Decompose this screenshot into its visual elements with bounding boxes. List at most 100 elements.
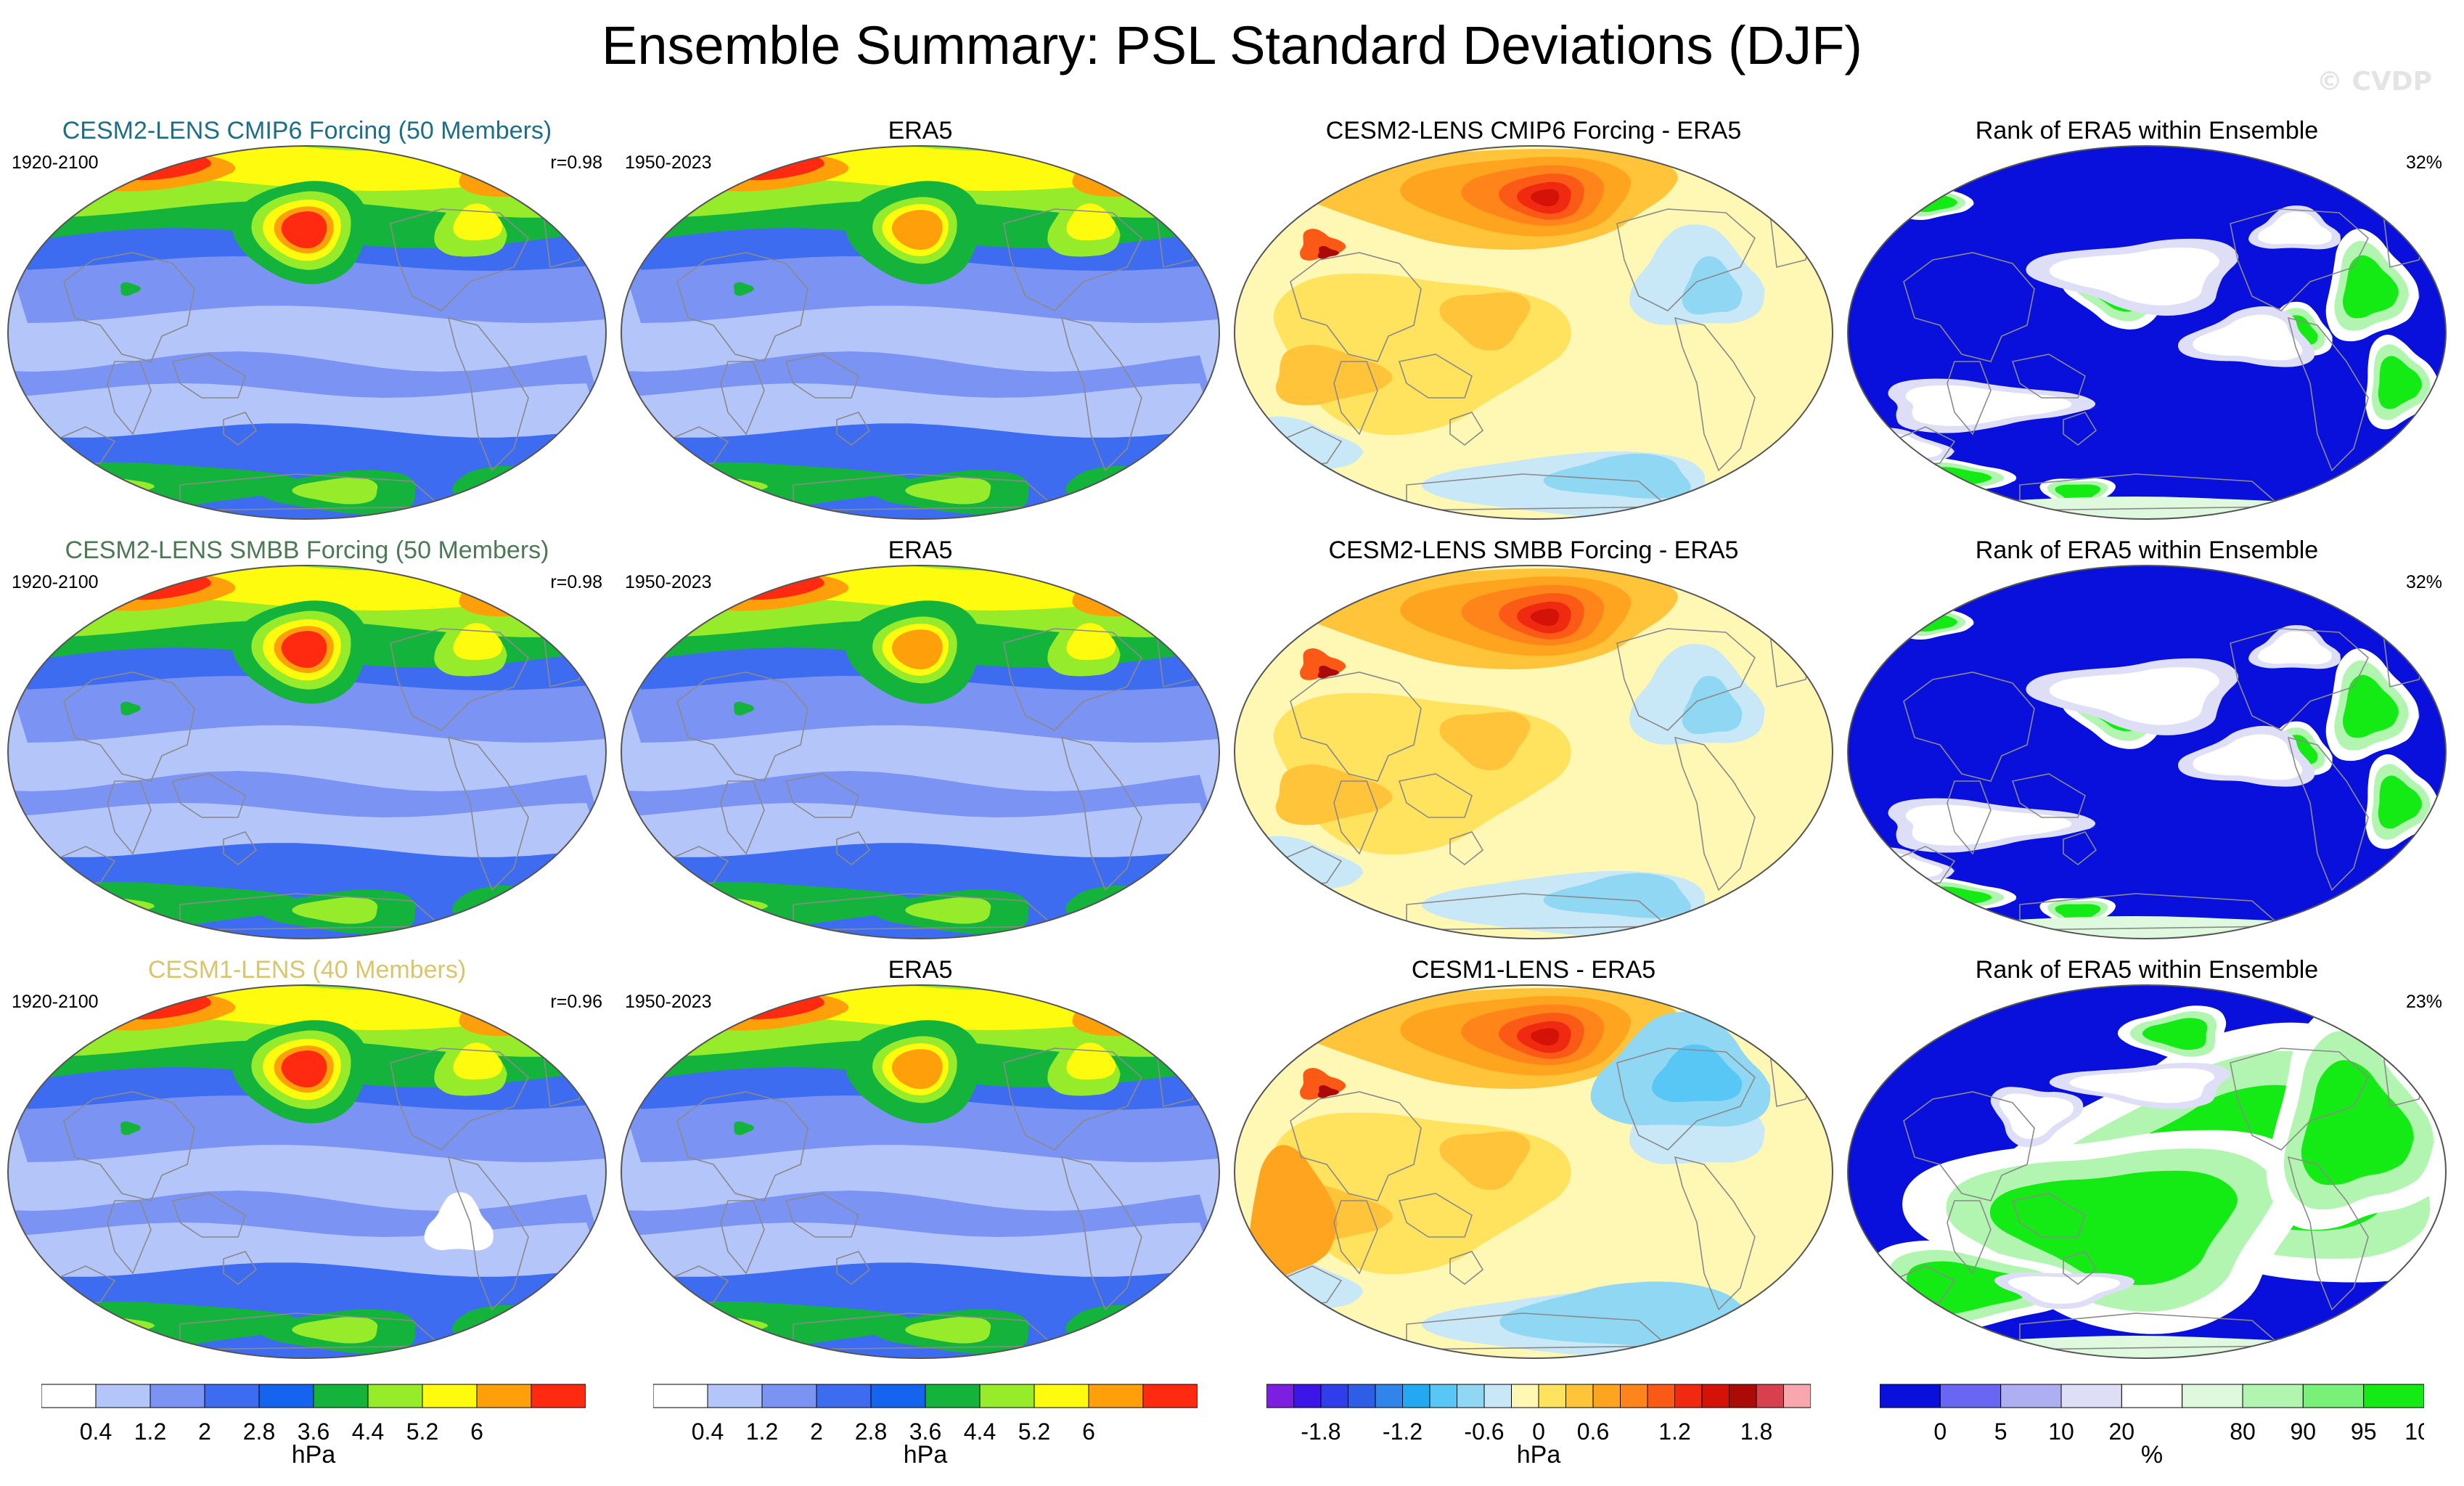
colorbar-stddev-swatch — [204, 1384, 260, 1408]
colorbar-stddev-swatch — [1088, 1384, 1144, 1408]
colorbar-rank-tick: 90 — [2291, 1418, 2317, 1445]
obs-title: ERA5 — [888, 536, 953, 564]
colorbar-stddev-swatch — [367, 1384, 423, 1408]
colorbar-diff-swatch — [1266, 1384, 1294, 1408]
colorbar-stddev-boxes: 0.4 1.2 2 2.8 3.6 4.4 5.2 6 — [41, 1384, 586, 1445]
colorbar-rank-swatch — [2000, 1384, 2062, 1408]
colorbar-rank: 051020809095100% — [1879, 1383, 2444, 1485]
obs-period: 1950-2023 — [625, 992, 712, 1012]
rank-area-percent: 32% — [2405, 572, 2442, 592]
colorbar-stddev-tick: 2.8 — [243, 1418, 275, 1445]
colorbar-stddev-swatch — [1034, 1384, 1089, 1408]
rank-map — [1847, 984, 2447, 1359]
rank-title: Rank of ERA5 within Ensemble — [1975, 536, 2319, 564]
era5-stddev-map — [621, 984, 1220, 1359]
model-title: CESM2-LENS SMBB Forcing (50 Members) — [65, 536, 549, 564]
colorbar-diff-tick: -1.8 — [1301, 1418, 1341, 1445]
colorbar-stddev-swatch — [707, 1384, 763, 1408]
colorbar-diff-swatch — [1429, 1384, 1457, 1408]
rank-area-percent: 23% — [2405, 992, 2442, 1012]
difference-panel: CESM2-LENS CMIP6 Forcing - ERA5 — [1232, 116, 1835, 537]
colorbar-stddev-boxes: 0.4 1.2 2 2.8 3.6 4.4 5.2 6 — [652, 1384, 1198, 1445]
colorbar-stddev-unit: hPa — [903, 1441, 948, 1469]
obs-panel: ERA5 1950-2023 — [619, 955, 1221, 1376]
colorbar-rank-tick: 0 — [1933, 1418, 1947, 1445]
colorbar-stddev-swatch — [41, 1384, 97, 1408]
pattern-correlation: r=0.98 — [550, 152, 602, 173]
rank-area-percent: 32% — [2405, 152, 2442, 173]
colorbar-diff-swatch — [1320, 1384, 1348, 1408]
colorbar-stddev-swatch — [95, 1384, 151, 1408]
colorbar-diff-swatch — [1538, 1384, 1566, 1408]
colorbar-diff-tick: 1.2 — [1658, 1418, 1690, 1445]
obs-title: ERA5 — [888, 117, 953, 144]
difference-map — [1234, 984, 1833, 1359]
colorbar-stddev-swatch — [870, 1384, 926, 1408]
colorbar-rank-tick: 10 — [2048, 1418, 2074, 1445]
colorbar-rank-swatch — [2060, 1384, 2122, 1408]
rank-panel: Rank of ERA5 within Ensemble 32% — [1846, 536, 2448, 957]
colorbar-stddev-tick: 2 — [198, 1418, 211, 1445]
difference-title: CESM2-LENS SMBB Forcing - ERA5 — [1328, 536, 1739, 564]
rank-panel: Rank of ERA5 within Ensemble 23% — [1846, 955, 2448, 1376]
colorbar-stddev-tick: 4.4 — [352, 1418, 384, 1445]
era5-stddev-map — [621, 565, 1220, 939]
colorbar-rank-swatch — [2242, 1384, 2304, 1408]
colorbar-stddev-swatch — [422, 1384, 478, 1408]
colorbar-stddev-swatch — [476, 1384, 532, 1408]
colorbar-diff: -1.8 -1.2 -0.6 0 0.6 1.2 1.8 hPa — [1266, 1383, 1812, 1485]
colorbar-stddev-swatch — [761, 1384, 817, 1408]
obs-period: 1950-2023 — [625, 152, 712, 173]
model-period: 1920-2100 — [12, 572, 99, 592]
colorbar-diff-swatch — [1701, 1384, 1730, 1408]
colorbar-stddev-tick: 4.4 — [964, 1418, 996, 1445]
difference-map — [1234, 565, 1833, 939]
colorbar-stddev-swatch — [979, 1384, 1035, 1408]
difference-title: CESM1-LENS - ERA5 — [1411, 956, 1656, 984]
model-period: 1920-2100 — [12, 152, 99, 173]
colorbar-diff-swatch — [1756, 1384, 1784, 1408]
model-stddev-map — [7, 145, 607, 520]
colorbar-diff-swatch — [1565, 1384, 1594, 1408]
colorbar-rank-swatch — [2182, 1384, 2243, 1408]
rank-panel: Rank of ERA5 within Ensemble 32% — [1846, 116, 2448, 537]
colorbar-diff-swatch — [1457, 1384, 1485, 1408]
colorbar-diff-tick: 0.6 — [1577, 1418, 1609, 1445]
colorbar-diff-unit: hPa — [1516, 1441, 1561, 1469]
obs-panel: ERA5 1950-2023 — [619, 116, 1221, 537]
model-stddev-map — [7, 565, 607, 939]
colorbar-stddev-swatch — [1142, 1384, 1198, 1408]
rank-map — [1847, 145, 2447, 520]
colorbar-rank-tick: 5 — [1994, 1418, 2007, 1445]
colorbar-stddev-tick: 2 — [810, 1418, 823, 1445]
model-panel-cesm1: CESM1-LENS (40 Members) 1920-2100 r=0.96 — [6, 955, 608, 1376]
colorbar-diff-swatch — [1375, 1384, 1403, 1408]
colorbar-stddev-tick: 5.2 — [1018, 1418, 1050, 1445]
colorbar-stddev-swatch — [652, 1384, 708, 1408]
model-stddev-map — [7, 984, 607, 1359]
colorbar-diff-tick: -0.6 — [1464, 1418, 1504, 1445]
colorbar-stddev-obs: 0.4 1.2 2 2.8 3.6 4.4 5.2 6 hPa — [652, 1383, 1198, 1485]
main-title: Ensemble Summary: PSL Standard Deviation… — [602, 15, 1862, 75]
colorbar-stddev-unit: hPa — [291, 1441, 336, 1469]
colorbar-stddev: 0.4 1.2 2 2.8 3.6 4.4 5.2 6 hPa — [41, 1383, 586, 1485]
colorbar-diff-swatch — [1647, 1384, 1675, 1408]
colorbar-rank-swatch — [1879, 1384, 1941, 1408]
colorbar-diff-swatch — [1402, 1384, 1430, 1408]
colorbar-stddev-swatch — [816, 1384, 872, 1408]
era5-stddev-map — [621, 145, 1220, 520]
colorbar-stddev-tick: 6 — [470, 1418, 483, 1445]
colorbar-rank-swatch — [1939, 1384, 2002, 1408]
colorbar-diff-swatch — [1483, 1384, 1512, 1408]
pattern-correlation: r=0.96 — [550, 992, 602, 1012]
colorbar-stddev-tick: 3.6 — [298, 1418, 330, 1445]
colorbar-rank-boxes: 051020809095100 — [1879, 1384, 2444, 1445]
difference-title: CESM2-LENS CMIP6 Forcing - ERA5 — [1325, 117, 1742, 144]
obs-title: ERA5 — [888, 956, 953, 984]
pattern-correlation: r=0.98 — [550, 572, 602, 592]
colorbar-diff-tick: 1.8 — [1740, 1418, 1772, 1445]
colorbar-stddev-tick: 1.2 — [134, 1418, 166, 1445]
model-period: 1920-2100 — [12, 992, 99, 1012]
model-title: CESM1-LENS (40 Members) — [147, 956, 467, 984]
colorbar-stddev-tick: 5.2 — [406, 1418, 438, 1445]
